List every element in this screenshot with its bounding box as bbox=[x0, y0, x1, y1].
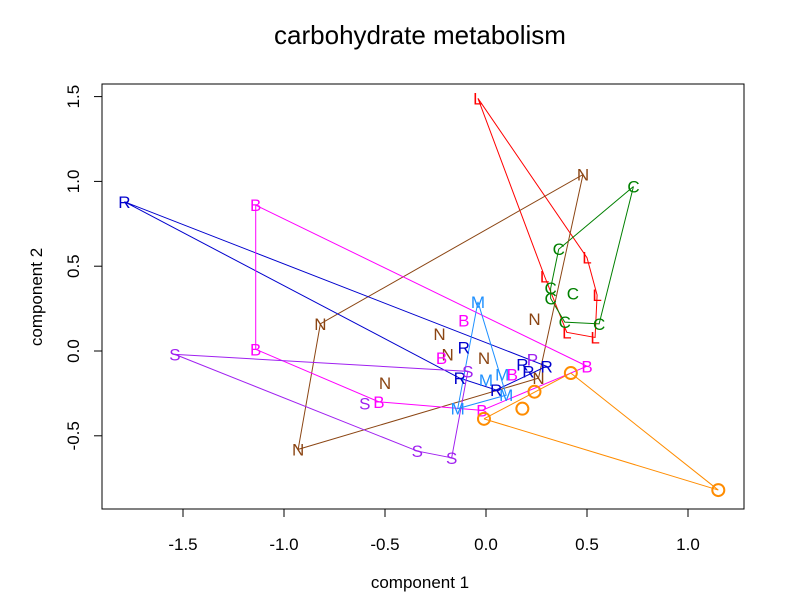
point-C: C bbox=[627, 177, 639, 196]
point-O bbox=[711, 483, 726, 498]
point-O bbox=[476, 411, 491, 426]
point-R: R bbox=[490, 381, 502, 400]
y-tick-label: 0.5 bbox=[64, 254, 83, 278]
point-N: N bbox=[292, 440, 304, 459]
point-L: L bbox=[592, 286, 601, 305]
chart-title: carbohydrate metabolism bbox=[274, 20, 566, 50]
series-line-R bbox=[124, 201, 548, 391]
point-N: N bbox=[379, 374, 391, 393]
series-line-L bbox=[477, 98, 598, 339]
point-R: R bbox=[516, 356, 528, 375]
point-R: R bbox=[540, 357, 552, 376]
point-S: S bbox=[462, 362, 473, 381]
point-N: N bbox=[433, 325, 445, 344]
y-axis-label: component 2 bbox=[27, 248, 46, 346]
point-N: N bbox=[441, 345, 453, 364]
point-C: C bbox=[553, 240, 565, 259]
y-tick-label: 1.5 bbox=[64, 85, 83, 109]
point-O bbox=[527, 384, 542, 399]
point-M: M bbox=[451, 400, 465, 419]
point-S: S bbox=[169, 345, 180, 364]
point-N: N bbox=[314, 315, 326, 334]
point-N: N bbox=[528, 310, 540, 329]
point-L: L bbox=[473, 89, 482, 108]
point-B: B bbox=[250, 340, 261, 359]
x-tick-label: -1.5 bbox=[168, 535, 197, 554]
x-tick-label: -0.5 bbox=[370, 535, 399, 554]
point-B: B bbox=[250, 196, 261, 215]
point-O bbox=[515, 401, 530, 416]
point-C: C bbox=[593, 315, 605, 334]
series-line-M bbox=[457, 301, 507, 410]
point-L: L bbox=[590, 328, 599, 347]
point-B: B bbox=[476, 401, 487, 420]
point-L: L bbox=[562, 323, 571, 342]
x-tick-label: 0.5 bbox=[575, 535, 599, 554]
point-R: R bbox=[454, 369, 466, 388]
point-B: B bbox=[458, 311, 469, 330]
series-line-O bbox=[483, 372, 719, 491]
plot-frame bbox=[101, 83, 745, 510]
x-tick-label: 0.0 bbox=[474, 535, 498, 554]
point-S: S bbox=[359, 395, 370, 414]
x-tick-label: -1.0 bbox=[269, 535, 298, 554]
point-B: B bbox=[507, 366, 518, 385]
series-line-C bbox=[550, 186, 634, 325]
point-B: B bbox=[581, 357, 592, 376]
point-N: N bbox=[478, 349, 490, 368]
x-axis-label: component 1 bbox=[371, 573, 469, 592]
point-N: N bbox=[532, 369, 544, 388]
point-B: B bbox=[436, 349, 447, 368]
point-O bbox=[563, 366, 578, 381]
point-C: C bbox=[544, 289, 556, 308]
point-C: C bbox=[544, 279, 556, 298]
series-line-B bbox=[255, 204, 589, 411]
point-R: R bbox=[458, 339, 470, 358]
point-M: M bbox=[499, 386, 513, 405]
point-R: R bbox=[522, 362, 534, 381]
y-tick-label: -0.5 bbox=[64, 421, 83, 450]
point-S: S bbox=[446, 449, 457, 468]
y-tick-label: 1.0 bbox=[64, 170, 83, 194]
y-tick-label: 0.0 bbox=[64, 339, 83, 363]
point-C: C bbox=[567, 284, 579, 303]
point-M: M bbox=[479, 371, 493, 390]
point-L: L bbox=[540, 267, 549, 286]
point-M: M bbox=[495, 366, 509, 385]
point-N: N bbox=[577, 166, 589, 185]
point-M: M bbox=[471, 293, 485, 312]
point-R: R bbox=[118, 193, 130, 212]
x-axis: -1.5 -1.0 -0.5 0.0 0.5 1.0 bbox=[168, 509, 700, 554]
series-line-S bbox=[174, 353, 469, 459]
point-L: L bbox=[582, 249, 591, 268]
point-C: C bbox=[559, 313, 571, 332]
point-B: B bbox=[373, 393, 384, 412]
y-axis: -0.5 0.0 0.5 1.0 1.5 bbox=[64, 85, 102, 450]
point-S: S bbox=[412, 442, 423, 461]
x-tick-label: 1.0 bbox=[676, 535, 700, 554]
point-P: P bbox=[527, 350, 538, 369]
series-line-N bbox=[297, 173, 584, 451]
